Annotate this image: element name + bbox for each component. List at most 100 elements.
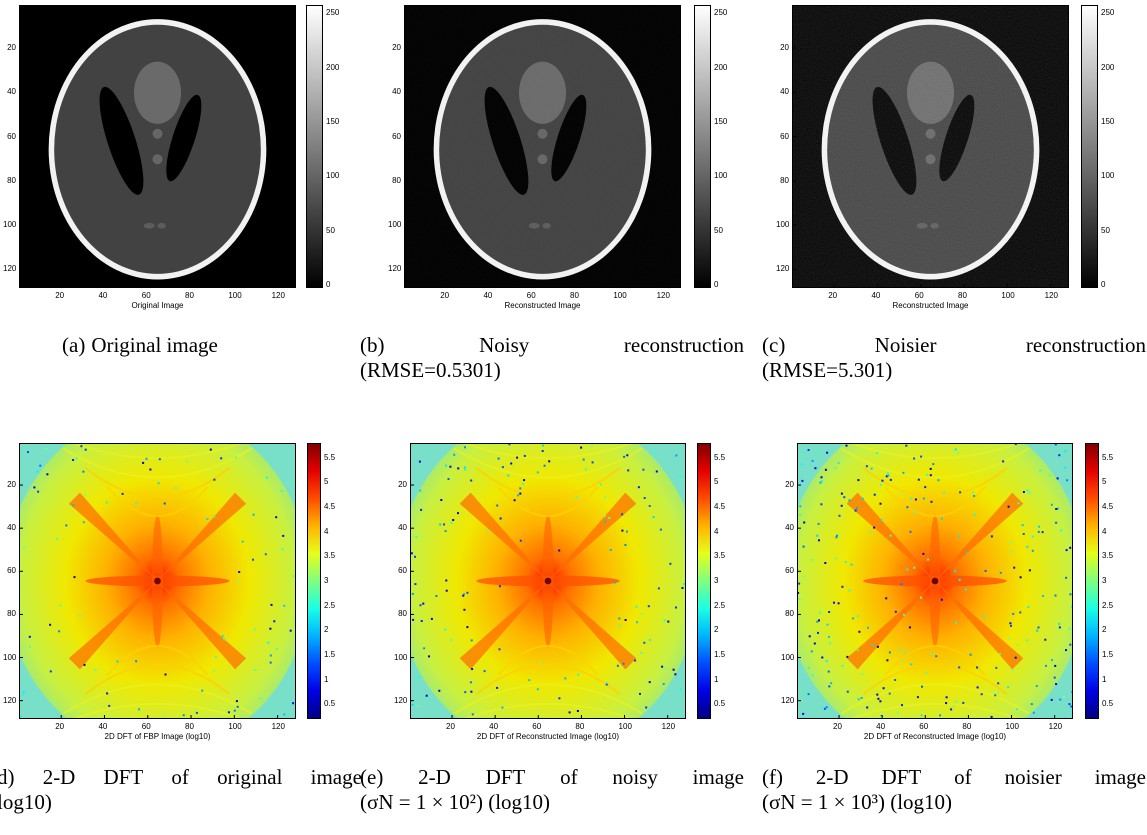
dft-speckle (1016, 644, 1019, 647)
dft-speckle (439, 523, 442, 526)
caption-word: image (1094, 765, 1146, 789)
dft-speckle (440, 499, 443, 501)
subfigure-caption-b: (b) Noisy reconstruction (RMSE=0.5301) (360, 333, 744, 383)
dft-speckle (604, 520, 607, 523)
dft-speckle (201, 689, 204, 692)
dft-speckle (82, 521, 85, 524)
dft-speckle (1039, 469, 1042, 472)
dft-speckle (624, 544, 627, 546)
dft-speckle (1064, 466, 1067, 469)
dft-speckle (920, 455, 923, 458)
dft-speckle (548, 460, 551, 463)
dft-speckle (800, 463, 803, 466)
dft-arc (70, 443, 245, 460)
dft-speckle (648, 639, 651, 641)
dft-speckle (56, 537, 59, 540)
dft-speckle (621, 513, 624, 516)
colorbar-tick-label: 150 (714, 117, 728, 127)
dft-speckle (1016, 708, 1018, 711)
dft-arc (70, 702, 245, 719)
dft-speckle (470, 690, 473, 693)
dft-speckle (45, 447, 48, 450)
dft-speckle (233, 709, 236, 712)
caption-word: (a) (62, 333, 86, 357)
dft-speckle (603, 496, 606, 499)
dft-arm (846, 581, 935, 670)
colorbar-tick-label: 250 (714, 8, 728, 18)
dft-speckle (958, 666, 961, 669)
dft-speckle (415, 536, 418, 538)
dft-speckle (410, 649, 413, 652)
dft-arc (84, 467, 231, 498)
y-tick-label: 40 (398, 523, 407, 533)
dft-speckle (1056, 507, 1059, 510)
dft-speckle (645, 706, 648, 709)
dft-speckle (819, 611, 822, 614)
colorbar-tick-label: 3 (714, 576, 719, 585)
dft-speckle (292, 575, 295, 577)
caption-word: image (692, 765, 744, 789)
dft-speckle (962, 701, 965, 704)
dft-speckle (814, 467, 817, 470)
dft-speckle (462, 594, 465, 597)
dft-speckle (854, 509, 857, 512)
dft-speckle (420, 508, 423, 511)
x-axis-label: Original Image (131, 301, 184, 310)
dft-speckle (1028, 569, 1031, 572)
colorbar-tick-label: 2.5 (1102, 600, 1114, 610)
dft-speckle (929, 467, 932, 470)
dft-speckle (164, 673, 167, 676)
dft-arc (862, 664, 1008, 695)
phantom-dot (152, 154, 163, 165)
caption-word: DFT (485, 765, 526, 789)
dft-speckle (269, 661, 272, 664)
dft-speckle (803, 451, 806, 454)
dft-speckle (940, 598, 943, 601)
y-tick-label: 40 (392, 87, 401, 97)
dft-speckle (825, 660, 828, 663)
colorbar-tick-label: 250 (326, 8, 340, 18)
dft-speckle (73, 576, 76, 579)
dft-speckle (908, 626, 911, 629)
dft-arm (548, 492, 637, 581)
dft-speckle (450, 639, 453, 641)
dft-speckle (445, 464, 447, 467)
dft-speckle (523, 454, 526, 457)
dft-speckle (675, 606, 677, 609)
dft-speckle (932, 463, 935, 466)
dft-speckle (142, 461, 145, 464)
dft-speckle (273, 620, 276, 623)
dft-speckle (209, 448, 212, 451)
dft-speckle (839, 533, 842, 536)
dft-speckle (825, 706, 828, 709)
colorbar-tick-label: 5.5 (324, 452, 336, 462)
dft-speckle (145, 457, 148, 460)
dft-speckle (1056, 477, 1059, 480)
plot-image-c (792, 5, 1069, 288)
dft-speckle (430, 617, 433, 620)
dft-speckle (608, 517, 611, 519)
dft-center (544, 577, 552, 585)
x-tick-label: 20 (55, 722, 65, 731)
dft-speckle (917, 478, 920, 481)
x-tick-label: 60 (141, 722, 151, 731)
colorbar-tick-label: 100 (714, 171, 728, 181)
dft-speckle (976, 666, 979, 669)
y-tick-label: 120 (388, 264, 402, 274)
dft-speckle (901, 704, 903, 707)
y-tick-label: 60 (785, 566, 794, 576)
dft-speckle (889, 478, 892, 481)
dft-speckle (1036, 629, 1039, 632)
dft-speckle (618, 617, 621, 620)
noise-overlay (792, 5, 1069, 288)
dft-speckle (603, 515, 606, 517)
dft-speckle (902, 471, 905, 474)
dft-speckle (940, 517, 943, 520)
dft-speckle (444, 530, 447, 533)
caption-word: (d) (0, 765, 15, 789)
colorbar-tick-label: 4 (714, 526, 719, 536)
dft-speckle (867, 626, 869, 629)
dft-speckle (845, 444, 848, 447)
dft-speckle (969, 653, 972, 656)
x-tick-label: 120 (661, 722, 676, 731)
